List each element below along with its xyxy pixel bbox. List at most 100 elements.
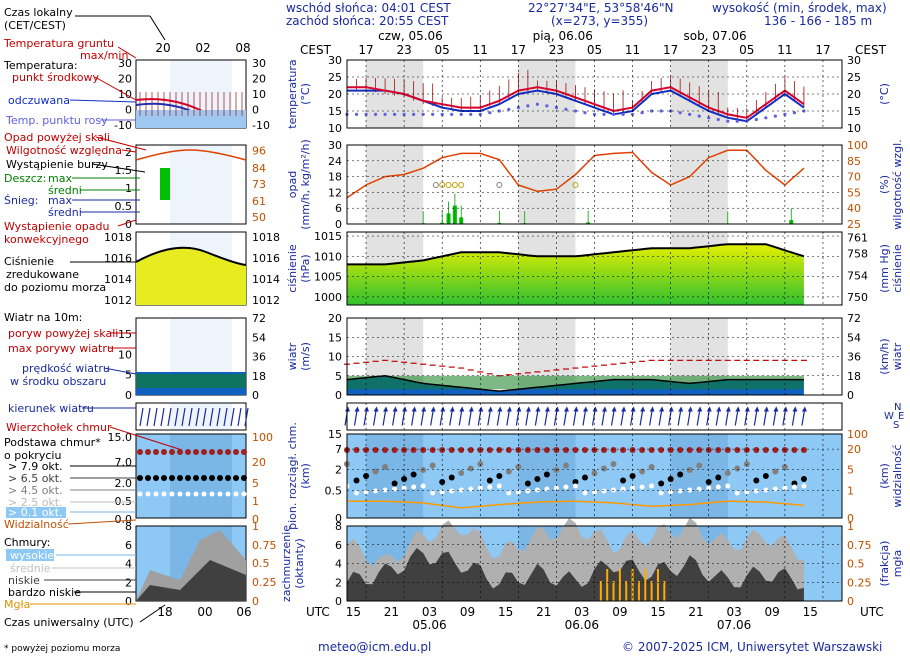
cest-tick: 17: [815, 43, 830, 57]
legend-label: konwekcyjnego: [4, 233, 89, 246]
cloud-base-mark: [429, 462, 436, 469]
wind-arrow-head: [373, 406, 379, 412]
cloud-base-mark: [353, 477, 360, 484]
cloud-base-mark: [620, 477, 627, 484]
cloud-base-mark: [410, 471, 417, 478]
night-band: [366, 145, 424, 224]
tick-label: 0.5: [847, 558, 865, 571]
axis-title: (hPa): [299, 254, 312, 282]
email-link[interactable]: meteo@icm.edu.pl: [318, 640, 432, 654]
wind-arrow-head: [497, 406, 503, 412]
legend-label: poryw powyżej skali: [8, 327, 118, 340]
legend-label: Temperatura gruntu: [3, 37, 114, 50]
tick-label: 761: [847, 231, 868, 244]
wind-arrow-head: [782, 406, 788, 412]
cloud-base-mark: [639, 468, 646, 475]
cloud-top-mark: [791, 447, 798, 453]
cloud-base-mark: [411, 484, 417, 490]
legend-tick: -10: [252, 119, 270, 132]
utc-tick: 21: [384, 605, 399, 619]
legend-label: Ciśnienie: [4, 255, 54, 268]
legend-humidity-line: [135, 149, 247, 161]
cloud-base-mark: [467, 465, 474, 472]
wind-arrow-head: [621, 406, 627, 412]
legend-tick: 8: [125, 520, 132, 533]
cloud-base-mark: [677, 471, 684, 478]
legend-wind-arrow: [160, 407, 165, 427]
utc-label: UTC: [306, 605, 330, 619]
wind-arrow-head: [525, 406, 531, 412]
cest-tick: 17: [663, 43, 678, 57]
legend-tick: 15.0: [108, 431, 133, 444]
cest-tick: 11: [473, 43, 488, 57]
cest-tick: 17: [511, 43, 526, 57]
cloud-top-mark: [353, 447, 360, 453]
pressure-area: [347, 244, 804, 305]
cest-tick: 05: [587, 43, 602, 57]
cloud-top-mark: [581, 447, 588, 453]
legend-tick: 20: [252, 456, 266, 469]
legend-cloud-top: [177, 449, 183, 455]
cloud-top-mark: [696, 447, 703, 453]
legend-cloud-top: [201, 449, 207, 455]
cloud-top-mark: [429, 447, 436, 453]
legend-cloud-base: [185, 475, 191, 481]
dew-point-mark: [507, 107, 511, 111]
cloud-top-mark: [420, 447, 427, 453]
legend-cloud-base-low: [169, 491, 175, 497]
dew-point-mark: [488, 111, 492, 115]
tick-label: 0: [847, 595, 854, 608]
tick-label: 30: [847, 54, 861, 67]
wind-arrow-head: [430, 406, 436, 412]
wind-arrow-head: [744, 406, 750, 412]
wind-arrow-head: [678, 406, 684, 412]
legend-label: średnie: [10, 562, 51, 575]
dew-point-mark: [516, 106, 520, 110]
cloud-top-mark: [524, 447, 531, 453]
legend-cloud-base: [241, 475, 247, 481]
fog-bar: [599, 581, 602, 601]
wind-arrow-head: [563, 406, 569, 412]
tick-label: 5: [335, 370, 342, 383]
legend-cloud-base: [201, 475, 207, 481]
legend-cloud-base-low: [217, 491, 223, 497]
axis-title: wiatr: [286, 342, 299, 370]
utc-tick: 03: [422, 605, 437, 619]
legend-cloud-top: [137, 449, 143, 455]
cloud-base-mark: [373, 488, 379, 494]
legend-cloud-base: [177, 475, 183, 481]
legend-tick: 20: [252, 73, 266, 86]
legend-label: kierunek wiatru: [8, 402, 94, 415]
legend-label: Opad powyżej skali: [4, 131, 110, 144]
dew-point-mark: [383, 112, 387, 116]
legend-label: Czas uniwersalny (UTC): [4, 616, 134, 629]
tick-label: 10: [328, 351, 342, 364]
pressure-line: [347, 243, 805, 266]
tick-label: 6: [335, 202, 342, 215]
cloud-base-mark: [782, 485, 788, 491]
wind-arrow-head: [706, 406, 712, 412]
cloud-base-mark: [772, 468, 779, 475]
legend-label: > 6.5 okt.: [8, 472, 63, 485]
humidity-line: [346, 149, 805, 199]
legend-label: max/min: [80, 49, 128, 62]
axis-title: (°C): [299, 83, 312, 105]
fog-bar: [606, 569, 609, 601]
legend-cloud-base: [225, 475, 231, 481]
cloud-top-mark: [496, 447, 503, 453]
legend-wind-band: [136, 374, 246, 388]
utc-tick: 15: [803, 605, 818, 619]
fog-bar: [631, 569, 634, 601]
elevation-title: wysokość (min, środek, max): [712, 1, 887, 15]
axis-title: zachmurzenie: [280, 525, 293, 602]
cloud-base-mark: [781, 464, 788, 470]
legend-time-tick: 20: [155, 41, 170, 55]
tick-label: 0.5: [325, 484, 343, 497]
cloud-top-mark: [677, 447, 684, 453]
cloud-base-mark: [715, 484, 721, 490]
legend-wind-arrow: [209, 407, 214, 427]
cloud-base-mark: [658, 480, 665, 487]
compass-s: S: [893, 420, 899, 431]
dew-point-mark: [469, 112, 473, 116]
cloud-base-mark: [496, 483, 502, 489]
